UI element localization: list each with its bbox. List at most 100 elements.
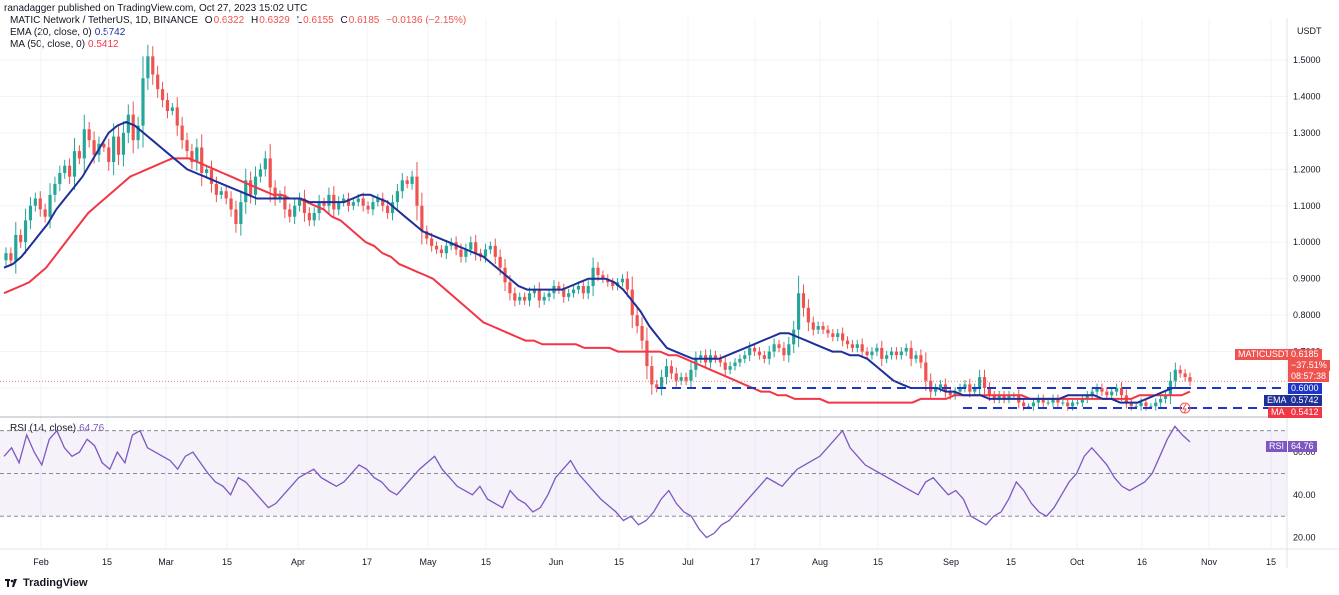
candle-body [1022,402,1026,407]
time-tick-label: 17 [750,557,760,567]
candle-body [542,296,546,301]
price-axis[interactable]: 1.5000 1.4000 1.3000 1.2000 1.1000 1.0000 0.90… [1293,55,1321,543]
time-tick-label: Aug [812,557,828,567]
time-tick-label: 15 [1006,557,1016,567]
candle-body [23,220,28,243]
candle-body [772,344,776,352]
candle-body [953,391,957,396]
candle-body [718,358,722,363]
candle-body [1139,402,1143,407]
candles [4,44,1192,411]
candle-body [1075,402,1080,404]
candle-body [268,158,272,188]
candle-body [400,180,404,192]
candle-body [278,194,282,199]
candle-body [102,143,106,148]
close-value: 0.6185 [348,15,380,26]
candle-body [9,253,13,261]
candle-body [87,129,91,141]
candle-body [474,242,478,254]
candle-body [249,180,253,195]
candle-body [239,202,243,224]
candle-body [894,351,899,356]
candle-body [797,293,801,330]
ema-axis-value: 0.5742 [1288,395,1322,406]
ema-axis-tag: EMA [1264,395,1290,406]
candle-body [327,194,331,206]
publisher-line: ranadagger published on TradingView.com,… [4,3,308,14]
rsi-axis-tag: RSI [1266,441,1288,452]
open-value: 0.6322 [213,15,245,26]
candle-body [596,267,600,276]
candle-body [1154,402,1158,407]
candle-body [288,209,292,217]
time-axis[interactable]: Feb 15 Mar 15 Apr 17 May 15 Jun 15 Jul 17 Aug 15 Sep 15… [33,557,1276,567]
candle-body [190,151,194,163]
candle-body [904,347,908,352]
candle-body [655,384,659,388]
tradingview-logo-text: TradingView [23,577,88,589]
candle-body [205,169,209,173]
candle-body [1129,402,1133,407]
candle-body [801,293,806,308]
candle-body [567,293,571,297]
time-tick-label: May [419,557,437,567]
candle-body [645,340,649,367]
candle-body [532,289,536,294]
candle-body [1061,402,1065,404]
candle-body [826,329,830,334]
candle-body [371,202,375,210]
high-value: 0.6329 [259,15,290,26]
candle-body [845,340,850,345]
candle-body [107,147,111,163]
candle-body [982,377,987,388]
candle-body [875,347,879,352]
candle-body [82,129,86,159]
candle-body [444,245,448,254]
candle-body [430,238,434,246]
time-tick-label: Jun [549,557,564,567]
candle-body [425,231,429,239]
tradingview-logo[interactable]: TradingView [5,577,88,589]
candle-body [1080,398,1084,403]
candle-body [899,351,903,356]
ema-legend-value: 0.5742 [94,27,126,38]
candle-body [513,293,517,301]
candle-body [664,366,669,378]
candle-body [297,198,302,206]
candle-body [1178,369,1182,374]
candle-body [792,329,796,345]
candle-body [361,198,365,206]
candle-body [434,245,439,250]
symbol-legend: MATIC Network / TetherUS, 1D, BINANCE O0… [10,15,470,26]
time-tick-label: 15 [1266,557,1276,567]
candle-body [43,209,47,217]
candle-body [116,136,121,155]
tradingview-icon [5,579,17,587]
candle-body [351,202,355,206]
candle-body [1026,406,1031,408]
price-tick-label: 1.4000 [1293,91,1321,101]
candle-body [38,198,42,210]
candle-body [234,209,238,224]
ma-axis-tag: MA [1268,407,1288,418]
candle-body [728,366,732,370]
candle-body [586,285,590,294]
candle-body [757,351,762,356]
candle-body [968,384,972,392]
candle-body [547,293,551,297]
candle-body [620,278,625,283]
candle-body [1095,388,1099,392]
candle-body [1173,369,1177,381]
price-tick-label: 1.2000 [1293,164,1321,174]
rsi-tick-label: 60.00 [1293,447,1316,457]
candle-body [165,100,170,112]
candle-body [689,369,693,381]
candle-body [557,285,561,290]
candle-body [909,347,913,359]
candle-body [14,234,18,261]
candle-body [92,140,96,155]
candle-body [738,358,742,363]
candle-body [488,245,492,250]
